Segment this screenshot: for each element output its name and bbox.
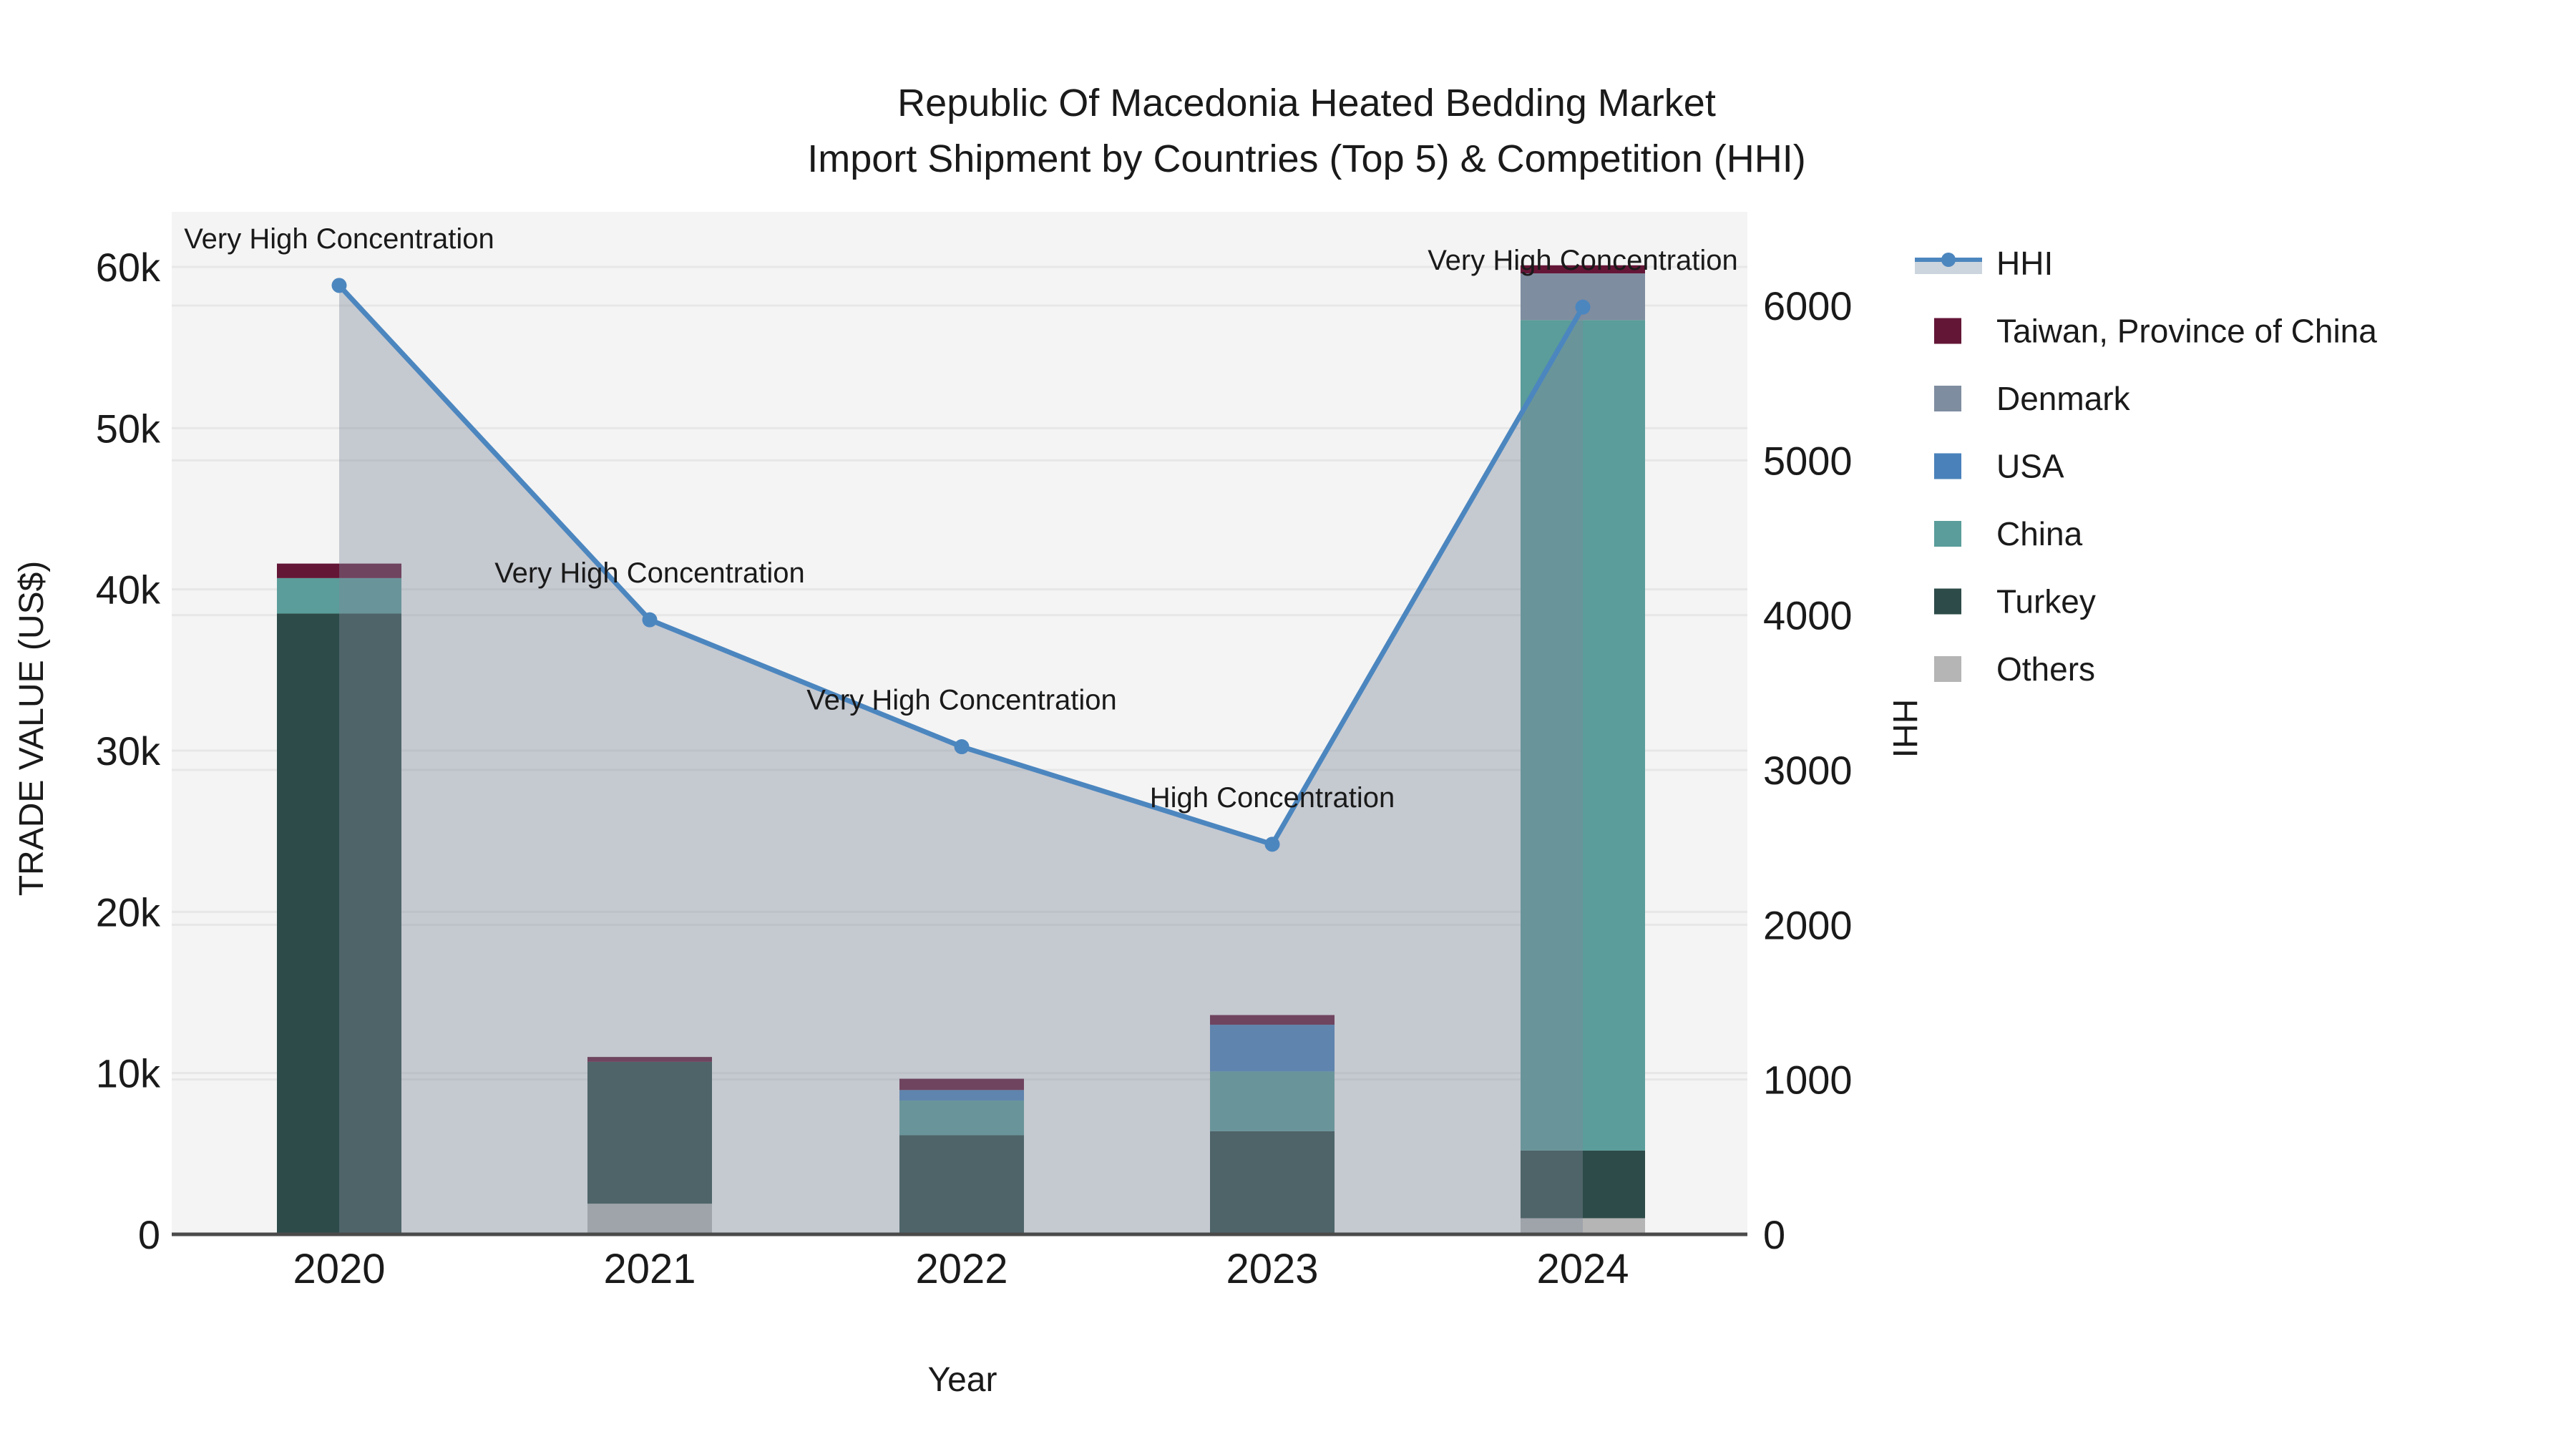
chart-title-line2: Import Shipment by Countries (Top 5) & C… [807, 137, 1806, 180]
legend-label: Turkey [1996, 583, 2096, 620]
hhi-marker-2021[interactable] [642, 612, 658, 628]
y-left-tick-label: 30k [96, 728, 161, 774]
legend-label: Others [1996, 650, 2095, 688]
x-tick-label-2022: 2022 [915, 1246, 1008, 1292]
legend-swatch [1934, 318, 1961, 344]
legend-swatch [1934, 656, 1961, 682]
x-axis-title: Year [928, 1361, 997, 1399]
y-right-tick-label: 4000 [1763, 593, 1853, 638]
bar-segment-taiwan-province-of-china-2020[interactable] [277, 563, 401, 578]
y-left-tick-label: 10k [96, 1051, 161, 1096]
bar-segment-taiwan-province-of-china-2024[interactable] [1521, 265, 1645, 274]
bar-segment-turkey-2020[interactable] [277, 613, 401, 1234]
bar-segment-usa-2023[interactable] [1210, 1025, 1335, 1072]
bar-segment-taiwan-province-of-china-2023[interactable] [1210, 1015, 1335, 1025]
x-tick-label-2021: 2021 [603, 1246, 696, 1292]
legend-item-turkey[interactable]: Turkey [1934, 583, 2096, 620]
bar-segment-others-2021[interactable] [587, 1204, 712, 1234]
bar-segment-china-2024[interactable] [1521, 320, 1645, 1151]
x-tick-label-2020: 2020 [293, 1246, 385, 1292]
legend-item-others[interactable]: Others [1934, 650, 2095, 688]
plot-area-layer: Very High Concentration Very High Concent… [96, 212, 1853, 1292]
y-right-tick-label: 0 [1763, 1212, 1785, 1257]
y-right-tick-label: 3000 [1763, 748, 1853, 793]
y-left-axis-title: TRADE VALUE (US$) [13, 561, 51, 897]
bar-segment-usa-2022[interactable] [899, 1090, 1024, 1101]
legend-label: Taiwan, Province of China [1996, 313, 2377, 350]
hhi-marker-2022[interactable] [954, 739, 970, 755]
bar-segment-china-2023[interactable] [1210, 1071, 1335, 1131]
legend-item-hhi[interactable]: HHI [1915, 245, 2053, 282]
annotation-2024: Very High Concentration [1428, 245, 1738, 276]
legend: HHI Taiwan, Province of China Denmark USA Ch… [1915, 245, 2377, 688]
chart-title-line1: Republic Of Macedonia Heated Bedding Mar… [897, 82, 1716, 125]
bar-segment-turkey-2024[interactable] [1521, 1150, 1645, 1219]
bar-segment-turkey-2023[interactable] [1210, 1131, 1335, 1234]
legend-item-usa[interactable]: USA [1934, 448, 2064, 485]
legend-item-taiwan-province-of-china[interactable]: Taiwan, Province of China [1934, 313, 2377, 350]
bar-segment-china-2022[interactable] [899, 1100, 1024, 1136]
bar-segment-taiwan-province-of-china-2021[interactable] [587, 1057, 712, 1062]
hhi-marker-2020[interactable] [331, 278, 347, 293]
legend-label: HHI [1996, 245, 2053, 282]
hhi-marker-2024[interactable] [1575, 299, 1591, 315]
legend-swatch [1934, 521, 1961, 547]
x-tick-label-2023: 2023 [1226, 1246, 1318, 1292]
bar-segment-china-2020[interactable] [277, 577, 401, 614]
legend-swatch [1934, 453, 1961, 479]
hhi-marker-2023[interactable] [1264, 836, 1280, 852]
legend-hhi-marker-sample [1941, 253, 1956, 267]
y-right-tick-label: 1000 [1763, 1058, 1853, 1103]
annotation-2022: Very High Concentration [806, 685, 1117, 716]
y-left-tick-label: 50k [96, 406, 161, 451]
y-right-tick-label: 5000 [1763, 438, 1853, 483]
y-right-tick-label: 6000 [1763, 283, 1853, 328]
hhi-area-fill [339, 285, 1583, 1234]
y-left-tick-label: 40k [96, 567, 161, 613]
legend-swatch [1934, 386, 1961, 411]
legend-label: Denmark [1996, 380, 2131, 417]
y-right-axis-title: HHI [1885, 699, 1923, 758]
y-left-tick-label: 20k [96, 889, 161, 935]
annotation-2023: High Concentration [1150, 782, 1395, 814]
annotation-2020: Very High Concentration [184, 223, 494, 255]
y-left-tick-label: 60k [96, 245, 161, 290]
annotation-2021: Very High Concentration [494, 557, 805, 589]
bar-segment-taiwan-province-of-china-2022[interactable] [899, 1078, 1024, 1091]
bar-segment-others-2024[interactable] [1521, 1218, 1645, 1234]
y-right-tick-label: 2000 [1763, 902, 1853, 947]
bar-segment-turkey-2021[interactable] [587, 1061, 712, 1204]
bar-segment-turkey-2022[interactable] [899, 1135, 1024, 1234]
legend-label: China [1996, 515, 2083, 552]
legend-label: USA [1996, 448, 2064, 485]
legend-item-denmark[interactable]: Denmark [1934, 380, 2131, 417]
legend-item-china[interactable]: China [1934, 515, 2083, 552]
x-tick-label-2024: 2024 [1536, 1246, 1629, 1292]
legend-swatch [1934, 588, 1961, 615]
y-left-tick-label: 0 [138, 1212, 160, 1257]
plot-background [172, 212, 1747, 1234]
